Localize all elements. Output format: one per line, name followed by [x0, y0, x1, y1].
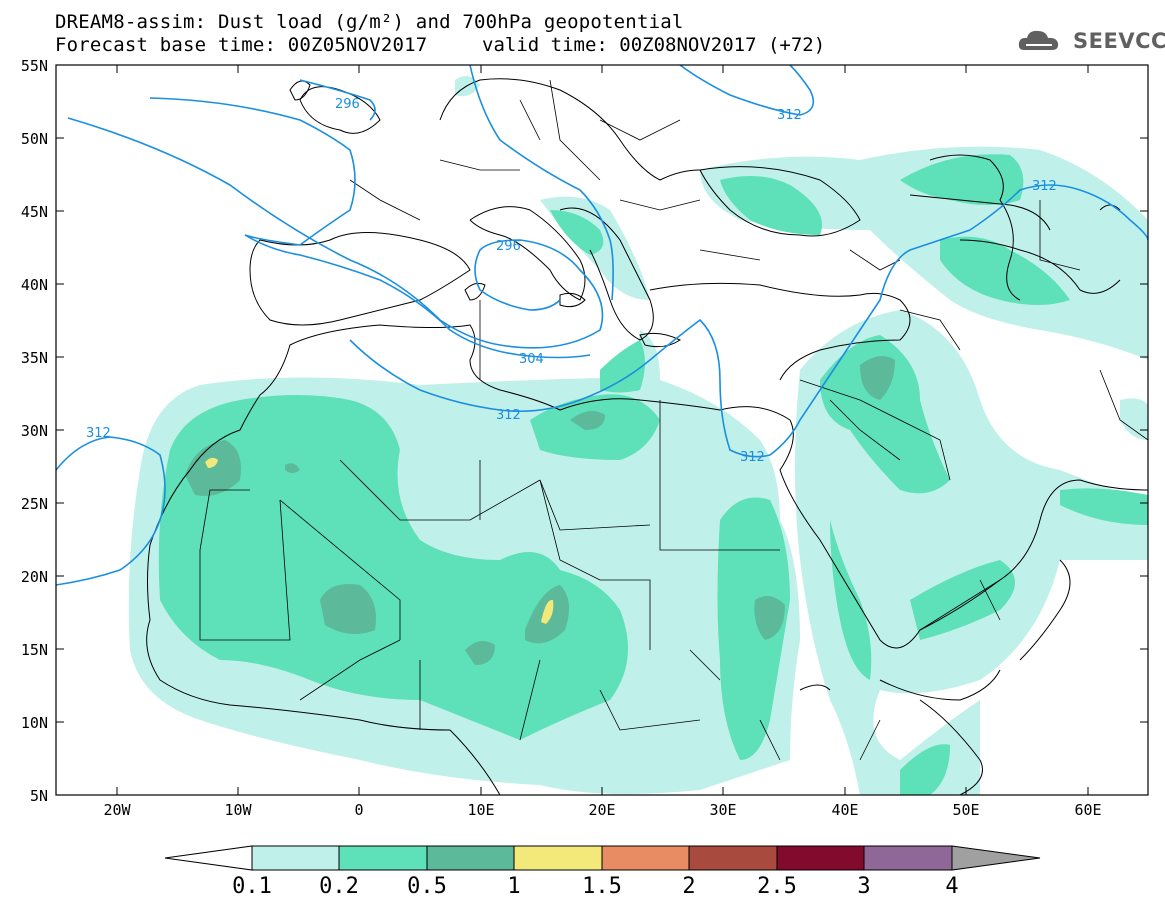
colorbar-swatch — [513, 845, 603, 871]
dust-level-1 — [205, 457, 554, 624]
lat-label: 5N — [30, 787, 48, 805]
lat-label: 50N — [21, 130, 48, 148]
forecast-base-time: Forecast base time: 00Z05NOV2017 — [55, 34, 428, 56]
lon-label: 30E — [709, 801, 736, 819]
colorbar-label: 0.1 — [232, 874, 272, 899]
contour-label: 296 — [335, 97, 360, 112]
lon-labels: 20W 10W 0 10E 20E 30E 40E 50E 60E — [103, 801, 1101, 819]
contour-label: 304 — [519, 352, 544, 367]
lat-label: 55N — [21, 57, 48, 75]
lat-label: 45N — [21, 203, 48, 221]
colorbar-legend — [164, 845, 1041, 871]
country-borders — [199, 79, 1148, 761]
lat-label: 15N — [21, 641, 48, 659]
seevccc-logo: SEEVCCC — [1073, 29, 1165, 53]
lat-labels: 55N 50N 45N 40N 35N 30N 25N 20N 15N 10N … — [21, 57, 48, 805]
contour-labels: 296 296 304 312 312 312 312 312 — [86, 97, 1057, 465]
contour-label: 312 — [1032, 179, 1057, 194]
colorbar-swatch — [601, 845, 690, 871]
contour-label: 312 — [740, 450, 765, 465]
lon-ticks — [116, 65, 1089, 795]
contour-label: 296 — [496, 239, 521, 254]
colorbar-high-arrow — [951, 845, 1041, 871]
lat-label: 30N — [21, 422, 48, 440]
dust-level-0-2 — [158, 154, 1148, 795]
lon-label: 40E — [831, 801, 858, 819]
lat-ticks — [56, 64, 1148, 723]
lat-label: 35N — [21, 349, 48, 367]
colorbar-swatch — [338, 845, 428, 871]
geopotential-contours — [56, 65, 1148, 586]
lat-label: 10N — [21, 714, 48, 732]
colorbar-label: 3 — [857, 874, 870, 899]
lon-label: 20E — [588, 801, 615, 819]
contour-label: 312 — [777, 108, 802, 123]
colorbar-swatch — [863, 845, 953, 871]
lon-label: 50E — [952, 801, 979, 819]
dust-shading — [128, 76, 1148, 795]
colorbar-low-arrow — [164, 845, 253, 871]
contour-label: 312 — [86, 426, 111, 441]
colorbar-label: 2.5 — [757, 874, 797, 899]
colorbar-swatch — [776, 845, 865, 871]
lon-label: 10E — [467, 801, 494, 819]
lat-label: 20N — [21, 568, 48, 586]
colorbar-swatch — [426, 845, 515, 871]
coastlines — [146, 78, 1148, 795]
valid-time: valid time: 00Z08NOV2017 (+72) — [482, 34, 826, 56]
lon-label: 60E — [1074, 801, 1101, 819]
contour-label: 312 — [496, 408, 521, 423]
chart-title: DREAM8-assim: Dust load (g/m²) and 700hP… — [55, 11, 684, 33]
colorbar-label: 0.2 — [319, 874, 359, 899]
colorbar-swatch — [688, 845, 778, 871]
lon-label: 10W — [224, 801, 252, 819]
colorbar-label: 1 — [507, 874, 520, 899]
lon-label: 0 — [354, 801, 363, 819]
colorbar-label: 0.5 — [407, 874, 447, 899]
lat-label: 25N — [21, 495, 48, 513]
colorbar-label: 1.5 — [582, 874, 622, 899]
colorbar-swatch — [251, 845, 340, 871]
colorbar-label: 4 — [945, 874, 958, 899]
colorbar-label: 2 — [682, 874, 695, 899]
colorbar-labels: 0.1 0.2 0.5 1 1.5 2 2.5 3 4 — [232, 874, 959, 899]
lat-label: 40N — [21, 276, 48, 294]
cloud-icon — [1018, 30, 1059, 50]
lon-label: 20W — [103, 801, 131, 819]
dust-level-0-5 — [185, 356, 895, 665]
